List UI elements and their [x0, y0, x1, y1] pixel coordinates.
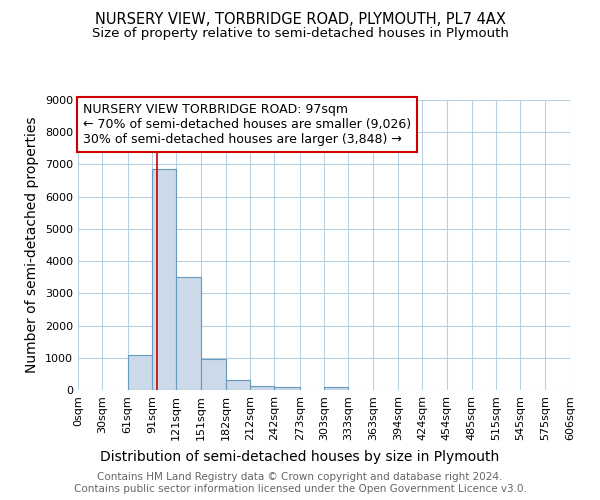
Bar — [176, 277, 200, 390]
Bar — [274, 388, 299, 390]
Bar — [200, 360, 226, 390]
Y-axis label: Number of semi-detached properties: Number of semi-detached properties — [25, 116, 40, 373]
Bar — [324, 387, 349, 390]
Bar — [226, 380, 250, 390]
Bar — [152, 170, 176, 390]
Text: NURSERY VIEW, TORBRIDGE ROAD, PLYMOUTH, PL7 4AX: NURSERY VIEW, TORBRIDGE ROAD, PLYMOUTH, … — [95, 12, 505, 28]
Bar — [128, 354, 152, 390]
Bar — [250, 386, 274, 390]
Text: NURSERY VIEW TORBRIDGE ROAD: 97sqm
← 70% of semi-detached houses are smaller (9,: NURSERY VIEW TORBRIDGE ROAD: 97sqm ← 70%… — [83, 103, 411, 146]
Text: Distribution of semi-detached houses by size in Plymouth: Distribution of semi-detached houses by … — [100, 450, 500, 464]
Text: Contains HM Land Registry data © Crown copyright and database right 2024.
Contai: Contains HM Land Registry data © Crown c… — [74, 472, 526, 494]
Text: Size of property relative to semi-detached houses in Plymouth: Size of property relative to semi-detach… — [92, 28, 508, 40]
